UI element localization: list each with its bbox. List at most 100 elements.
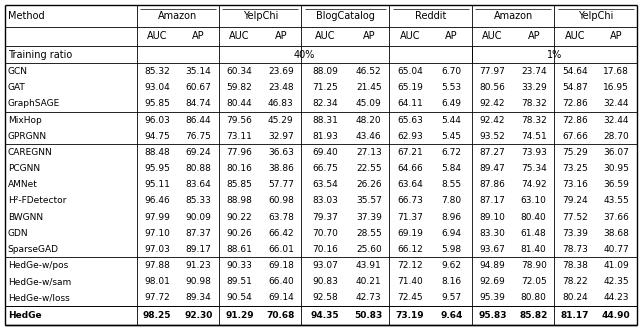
- Text: 66.01: 66.01: [268, 245, 294, 254]
- Text: 71.25: 71.25: [312, 83, 338, 92]
- Text: 69.14: 69.14: [268, 293, 294, 302]
- Text: 95.85: 95.85: [144, 99, 170, 108]
- Text: 59.82: 59.82: [227, 83, 253, 92]
- Text: 66.42: 66.42: [268, 229, 294, 238]
- Text: 32.44: 32.44: [604, 99, 629, 108]
- Text: 40.21: 40.21: [356, 277, 381, 286]
- Text: 21.45: 21.45: [356, 83, 381, 92]
- Text: 69.19: 69.19: [397, 229, 423, 238]
- Text: 63.78: 63.78: [268, 213, 294, 221]
- Text: HedGe-w/sam: HedGe-w/sam: [8, 277, 71, 286]
- Text: 83.03: 83.03: [312, 196, 338, 205]
- Text: 88.98: 88.98: [227, 196, 253, 205]
- Text: AP: AP: [192, 31, 205, 41]
- Text: 66.40: 66.40: [268, 277, 294, 286]
- Text: 77.52: 77.52: [562, 213, 588, 221]
- Text: 91.29: 91.29: [225, 311, 254, 320]
- Text: 73.39: 73.39: [562, 229, 588, 238]
- Text: 73.16: 73.16: [562, 180, 588, 189]
- Text: 50.83: 50.83: [355, 311, 383, 320]
- Text: 81.93: 81.93: [312, 132, 338, 141]
- Text: 36.59: 36.59: [604, 180, 629, 189]
- Text: 64.11: 64.11: [397, 99, 423, 108]
- Text: 26.26: 26.26: [356, 180, 381, 189]
- Text: 97.99: 97.99: [144, 213, 170, 221]
- Text: 80.24: 80.24: [562, 293, 588, 302]
- Text: 92.30: 92.30: [184, 311, 212, 320]
- Text: GraphSAGE: GraphSAGE: [8, 99, 60, 108]
- Text: 67.66: 67.66: [562, 132, 588, 141]
- Text: 66.73: 66.73: [397, 196, 423, 205]
- Text: PCGNN: PCGNN: [8, 164, 40, 173]
- Text: 22.55: 22.55: [356, 164, 381, 173]
- Text: 88.61: 88.61: [227, 245, 253, 254]
- Text: 54.64: 54.64: [562, 67, 588, 76]
- Text: 65.04: 65.04: [397, 67, 423, 76]
- Text: 37.39: 37.39: [356, 213, 382, 221]
- Text: 97.72: 97.72: [144, 293, 170, 302]
- Text: 1%: 1%: [547, 50, 562, 60]
- Text: 43.91: 43.91: [356, 261, 381, 270]
- Text: 65.63: 65.63: [397, 115, 423, 125]
- Text: CAREGNN: CAREGNN: [8, 148, 52, 157]
- Text: 85.33: 85.33: [186, 196, 211, 205]
- Text: 27.13: 27.13: [356, 148, 381, 157]
- Text: 9.57: 9.57: [441, 293, 461, 302]
- Text: 87.37: 87.37: [186, 229, 211, 238]
- Text: 80.80: 80.80: [521, 293, 547, 302]
- Text: 72.86: 72.86: [562, 115, 588, 125]
- Text: 70.70: 70.70: [312, 229, 338, 238]
- Text: MixHop: MixHop: [8, 115, 42, 125]
- Text: 88.48: 88.48: [144, 148, 170, 157]
- Text: 70.68: 70.68: [267, 311, 295, 320]
- Text: 88.31: 88.31: [312, 115, 338, 125]
- Text: 73.19: 73.19: [396, 311, 424, 320]
- Text: Amazon: Amazon: [158, 11, 197, 21]
- Text: 79.37: 79.37: [312, 213, 338, 221]
- Text: 65.19: 65.19: [397, 83, 423, 92]
- Text: 5.98: 5.98: [441, 245, 461, 254]
- Text: AUC: AUC: [400, 31, 420, 41]
- Text: 45.09: 45.09: [356, 99, 381, 108]
- Text: 76.75: 76.75: [186, 132, 211, 141]
- Text: 60.67: 60.67: [186, 83, 211, 92]
- Text: 90.83: 90.83: [312, 277, 338, 286]
- Text: 48.20: 48.20: [356, 115, 381, 125]
- Text: 95.95: 95.95: [144, 164, 170, 173]
- Text: 54.87: 54.87: [562, 83, 588, 92]
- Text: 17.68: 17.68: [604, 67, 629, 76]
- Text: AUC: AUC: [147, 31, 168, 41]
- Text: 67.21: 67.21: [397, 148, 423, 157]
- Text: 8.96: 8.96: [441, 213, 461, 221]
- Text: 98.01: 98.01: [144, 277, 170, 286]
- Text: Method: Method: [8, 11, 44, 21]
- Text: 57.77: 57.77: [268, 180, 294, 189]
- Text: 46.52: 46.52: [356, 67, 381, 76]
- Text: 33.29: 33.29: [521, 83, 547, 92]
- Text: 77.96: 77.96: [227, 148, 253, 157]
- Text: GCN: GCN: [8, 67, 28, 76]
- Text: 87.86: 87.86: [479, 180, 506, 189]
- Text: 90.22: 90.22: [227, 213, 252, 221]
- Text: AP: AP: [527, 31, 540, 41]
- Text: 95.11: 95.11: [144, 180, 170, 189]
- Text: 28.70: 28.70: [604, 132, 629, 141]
- Text: 78.38: 78.38: [562, 261, 588, 270]
- Text: 5.44: 5.44: [442, 115, 461, 125]
- Text: 72.45: 72.45: [397, 293, 423, 302]
- Text: 80.40: 80.40: [521, 213, 547, 221]
- Text: 23.48: 23.48: [268, 83, 294, 92]
- Text: 80.16: 80.16: [227, 164, 253, 173]
- Text: 81.40: 81.40: [521, 245, 547, 254]
- Text: AP: AP: [275, 31, 287, 41]
- Text: 87.27: 87.27: [479, 148, 506, 157]
- Text: 73.25: 73.25: [562, 164, 588, 173]
- Text: Amazon: Amazon: [493, 11, 532, 21]
- Text: H²-FDetector: H²-FDetector: [8, 196, 66, 205]
- Text: 25.60: 25.60: [356, 245, 381, 254]
- Text: 41.09: 41.09: [604, 261, 629, 270]
- Text: 40%: 40%: [294, 50, 315, 60]
- Text: 9.62: 9.62: [442, 261, 461, 270]
- Text: 36.63: 36.63: [268, 148, 294, 157]
- Text: 91.23: 91.23: [186, 261, 211, 270]
